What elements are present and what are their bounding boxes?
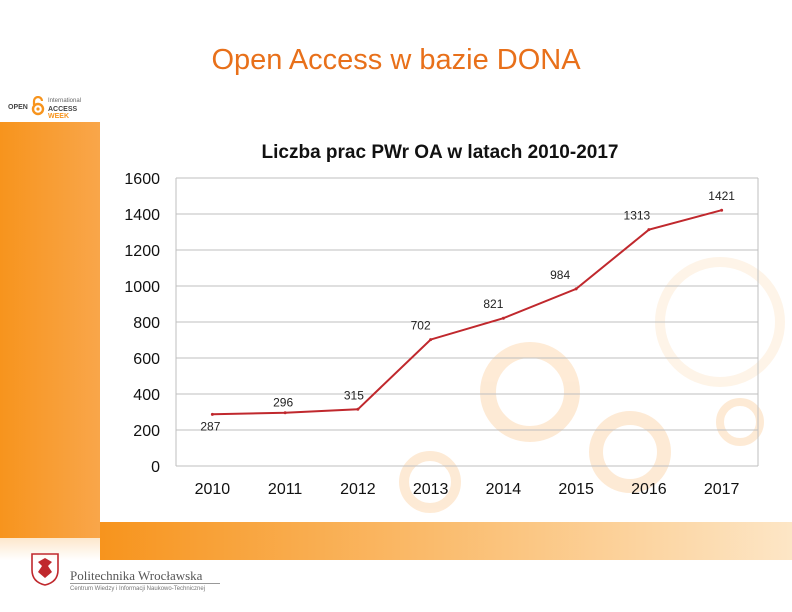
- x-tick-label: 2015: [558, 481, 594, 498]
- y-axis-ticks: 0 200 400 600 800 1000 1200 1400 1600: [124, 171, 160, 476]
- data-label: 1421: [708, 189, 735, 203]
- footer-divider: [70, 583, 220, 584]
- data-label: 984: [550, 268, 570, 282]
- oa-logo-international: International: [48, 98, 82, 104]
- series-layer: [210, 208, 724, 416]
- data-point: [356, 407, 360, 411]
- data-label: 287: [200, 419, 220, 433]
- data-label: 296: [273, 396, 293, 410]
- x-tick-label: 2014: [486, 481, 522, 498]
- oa-logo-access-week: ACCESS WEEK: [48, 106, 100, 120]
- line-chart: Liczba prac PWr OA w latach 2010-2017 0 2…: [124, 142, 785, 513]
- y-tick-label: 200: [133, 423, 160, 440]
- data-point: [720, 208, 724, 212]
- data-label: 702: [411, 319, 431, 333]
- x-tick-label: 2011: [268, 481, 303, 498]
- data-point: [574, 287, 578, 291]
- y-tick-label: 800: [133, 315, 160, 332]
- data-label: 1313: [624, 209, 651, 223]
- data-label: 315: [344, 388, 364, 402]
- slide-title: Open Access w bazie DONA: [211, 44, 581, 76]
- politechnika-logo: Politechnika Wrocławska Centrum Wiedzy i…: [30, 550, 230, 600]
- oa-logo-week: WEEK: [48, 113, 69, 120]
- university-name: Politechnika Wrocławska: [70, 568, 203, 583]
- y-tick-label: 400: [133, 387, 160, 404]
- open-access-lock-icon: [31, 96, 45, 116]
- chart-panel: Liczba prac PWr OA w latach 2010-2017 0 2…: [100, 122, 792, 522]
- chart-title: Liczba prac PWr OA w latach 2010-2017: [262, 142, 619, 163]
- data-label: 821: [483, 297, 503, 311]
- watermark-decoration: [399, 257, 785, 513]
- y-tick-label: 0: [151, 459, 160, 476]
- data-point: [647, 228, 651, 232]
- data-point: [429, 338, 433, 342]
- x-tick-label: 2012: [340, 481, 376, 498]
- university-subtitle: Centrum Wiedzy i Informacji Naukowo-Tech…: [70, 586, 206, 592]
- series-line: [212, 209, 722, 416]
- oa-logo-open: OPEN: [8, 104, 28, 111]
- y-tick-label: 1400: [124, 207, 160, 224]
- university-crest-icon: [31, 553, 59, 586]
- data-point: [501, 316, 505, 320]
- open-access-week-logo: OPEN International ACCESS WEEK: [8, 96, 100, 120]
- data-point: [210, 412, 214, 416]
- data-point: [283, 411, 287, 415]
- left-orange-band: [0, 122, 100, 545]
- x-axis-ticks: 2010 2011 2012 2013 2014 2015 2016 2017: [195, 481, 740, 498]
- x-tick-label: 2013: [413, 481, 449, 498]
- data-labels: 287 296 315 702 821 984 1313 1421: [200, 189, 735, 433]
- x-tick-label: 2016: [631, 481, 667, 498]
- footer-orange-arc: [100, 520, 792, 560]
- oa-logo-access: ACCESS: [48, 106, 78, 113]
- y-tick-label: 1000: [124, 279, 160, 296]
- y-tick-label: 600: [133, 351, 160, 368]
- y-tick-label: 1600: [124, 171, 160, 188]
- x-tick-label: 2010: [195, 481, 231, 498]
- x-tick-label: 2017: [704, 481, 740, 498]
- y-tick-label: 1200: [124, 243, 160, 260]
- gridlines: [175, 177, 759, 467]
